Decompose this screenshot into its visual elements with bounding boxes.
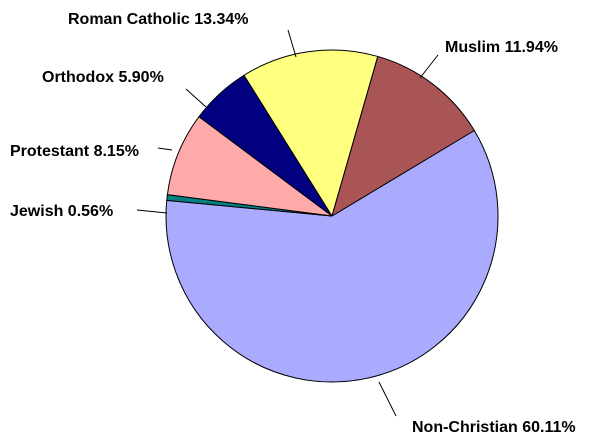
pie-slice-roman-catholic [243,49,379,217]
pie-slice-muslim [331,55,475,217]
leader-line-non-christian [378,381,397,417]
pie-slices [165,49,499,383]
leader-line-protestant [157,147,173,151]
slice-label-jewish: Jewish 0.56% [10,203,113,220]
label-leader-lines [136,29,439,417]
leader-line-muslim [419,54,439,79]
leader-line-jewish [136,209,168,214]
slice-label-roman-catholic: Roman Catholic 13.34% [68,11,249,28]
slice-label-non-christian: Non-Christian 60.11% [412,419,576,436]
leader-line-roman-catholic [287,29,297,58]
slice-label-protestant: Protestant 8.15% [10,143,139,160]
leader-line-orthodox [185,88,207,108]
slice-labels: Non-Christian 60.11% Jewish 0.56% Protesta… [10,11,576,436]
slice-label-orthodox: Orthodox 5.90% [42,69,164,86]
pie-slice-non-christian [165,130,499,383]
slice-label-muslim: Muslim 11.94% [445,39,558,56]
